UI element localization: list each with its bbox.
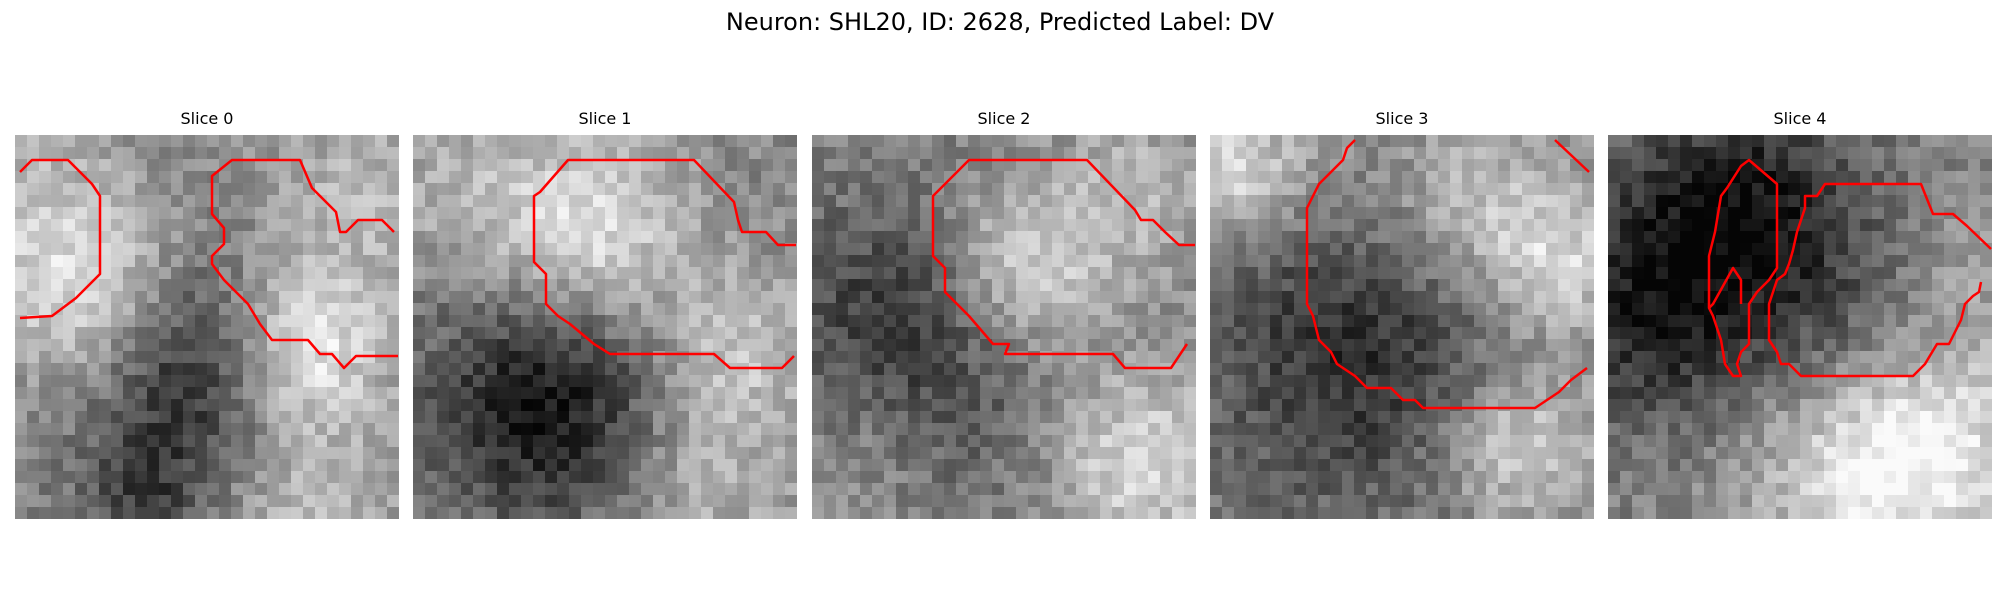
- slice-title-4: Slice 4: [1773, 109, 1827, 128]
- contour-line: [1305, 139, 1588, 410]
- contour-line: [210, 158, 398, 370]
- contour-overlay-slice-0: [19, 158, 398, 370]
- contour-overlay-slice-4: [1707, 158, 1992, 378]
- grayscale-image-slice-1: [413, 135, 797, 519]
- contour-line: [1767, 182, 1992, 378]
- slice-panel-1: Slice 1: [413, 108, 797, 519]
- contour-line: [1707, 158, 1779, 378]
- contour-overlay-slice-1: [532, 158, 796, 370]
- grayscale-image-slice-2: [812, 135, 1196, 519]
- grayscale-image-slice-0: [15, 135, 399, 519]
- slice-panel-4: Slice 4: [1608, 108, 1992, 519]
- figure-title: Neuron: SHL20, ID: 2628, Predicted Label…: [725, 8, 1275, 36]
- contour-line: [532, 158, 796, 370]
- contour-overlay-slice-2: [931, 158, 1195, 370]
- contour-line: [19, 158, 102, 320]
- grayscale-image-slice-3: [1210, 135, 1594, 519]
- slice-title-0: Slice 0: [180, 109, 234, 128]
- contour-line: [931, 158, 1195, 370]
- slice-panel-3: Slice 3: [1210, 108, 1594, 519]
- slice-title-3: Slice 3: [1375, 109, 1429, 128]
- contour-line: [1554, 139, 1590, 173]
- slice-title-2: Slice 2: [977, 109, 1031, 128]
- slice-panel-0: Slice 0: [15, 108, 399, 519]
- contour-overlay-slice-3: [1305, 139, 1590, 410]
- slice-panel-2: Slice 2: [812, 108, 1196, 519]
- slice-title-1: Slice 1: [578, 109, 632, 128]
